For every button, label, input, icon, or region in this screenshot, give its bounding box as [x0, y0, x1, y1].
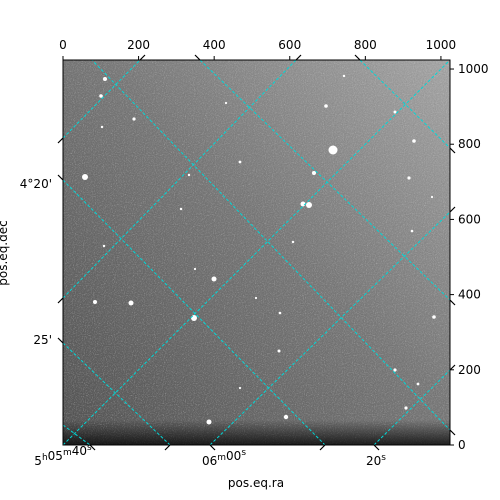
y-tick-label: 0: [458, 438, 466, 452]
x-axis-title: pos.eq.ra: [228, 476, 284, 490]
grid-line: [209, 211, 450, 445]
star: [312, 171, 316, 175]
star: [206, 419, 212, 425]
x-tick-label: 800: [354, 38, 377, 52]
world-tick-mark: [449, 429, 456, 436]
coordinate-grid: [63, 60, 450, 445]
y-tick-label: 600: [458, 212, 481, 226]
world-tick-mark: [57, 137, 64, 144]
star: [404, 406, 408, 410]
star: [324, 104, 328, 108]
star: [393, 368, 397, 372]
ra-tick-label: 06m00s: [202, 448, 246, 468]
grid-line: [63, 424, 91, 445]
grid-line: [359, 60, 450, 149]
ra-tick-label: 5h05m40s: [34, 443, 92, 468]
star: [432, 315, 436, 319]
x-axis-top: 0 200 400 600 800 1000: [59, 38, 456, 60]
star: [393, 110, 397, 114]
dec-tick-label: 25': [33, 333, 52, 347]
star: [128, 300, 134, 306]
world-tick-mark: [449, 206, 456, 213]
y-axis-title: pos.eq.dec: [0, 220, 10, 285]
world-coordinate-ticks: 5h05m40s 06m00s 20s 4°20' 25': [20, 54, 456, 468]
world-tick-mark: [89, 444, 96, 451]
x-tick-label: 200: [127, 38, 150, 52]
grid-line: [63, 60, 297, 299]
plot-frame: [62, 59, 451, 446]
world-tick-mark: [449, 299, 456, 306]
y-tick-label: 400: [458, 288, 481, 302]
y-tick-label: 1000: [458, 62, 489, 76]
world-tick-mark: [57, 337, 64, 344]
star: [238, 386, 242, 390]
world-tick-mark: [373, 444, 380, 451]
star: [82, 174, 88, 180]
star: [100, 125, 104, 129]
image-plot-area: [62, 59, 451, 446]
star: [191, 315, 197, 321]
world-tick-mark: [57, 297, 64, 304]
world-tick-mark: [139, 54, 146, 61]
ra-tick-label: 20s: [366, 453, 386, 468]
star: [103, 77, 107, 81]
dec-tick-label: 4°20': [20, 177, 52, 191]
x-tick-label: 0: [59, 38, 67, 52]
star: [306, 202, 312, 208]
grid-line: [63, 60, 450, 445]
star-field: [82, 74, 436, 425]
world-tick-mark: [319, 444, 326, 451]
grid-line: [63, 179, 326, 445]
y-axis-right: 0 200 400 600 800 1000: [450, 62, 489, 452]
star: [328, 145, 338, 155]
star: [179, 207, 183, 211]
world-tick-mark: [57, 174, 64, 181]
x-tick-label: 600: [278, 38, 301, 52]
star: [224, 101, 228, 105]
x-tick-label: 400: [203, 38, 226, 52]
grid-line: [199, 60, 450, 301]
star: [132, 117, 136, 121]
star: [412, 139, 416, 143]
star: [291, 240, 295, 244]
world-tick-mark: [449, 364, 456, 371]
grid-line: [373, 369, 450, 445]
sky-image-bottom-shade: [63, 420, 450, 445]
star: [93, 300, 97, 304]
y-tick-label: 800: [458, 137, 481, 151]
y-tick-label: 200: [458, 363, 481, 377]
star: [193, 267, 197, 271]
grid-line: [63, 60, 141, 139]
star: [342, 74, 346, 78]
world-tick-mark: [449, 147, 456, 154]
world-tick-mark: [194, 54, 201, 61]
grid-line: [91, 60, 450, 431]
star: [277, 349, 281, 353]
world-tick-mark: [295, 54, 302, 61]
star: [102, 244, 106, 248]
star: [410, 229, 414, 233]
x-tick-label: 1000: [426, 38, 457, 52]
world-tick-mark: [209, 444, 216, 451]
world-tick-mark: [354, 54, 361, 61]
star: [211, 276, 217, 282]
star: [430, 195, 434, 199]
star: [254, 296, 258, 300]
star: [238, 160, 242, 164]
star: [187, 173, 191, 177]
star: [99, 94, 103, 98]
star: [283, 414, 289, 420]
star: [416, 382, 420, 386]
star: [407, 176, 411, 180]
world-tick-mark: [164, 444, 171, 451]
star: [278, 311, 282, 315]
